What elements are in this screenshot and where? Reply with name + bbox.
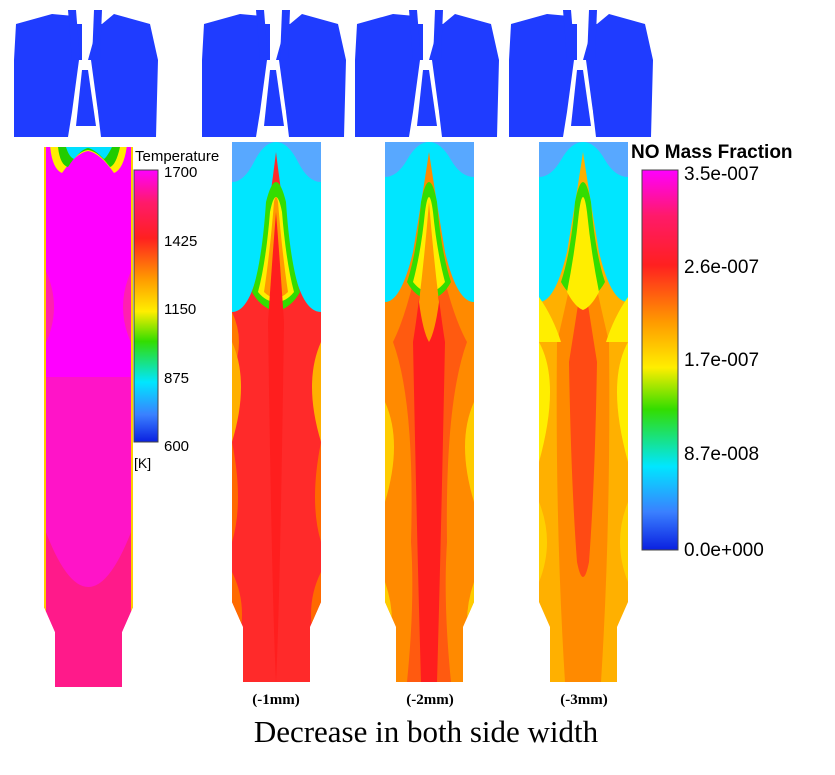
no-tick: 3.5e-007 xyxy=(684,164,759,185)
no-tick: 1.7e-007 xyxy=(684,350,759,371)
temperature-panel xyxy=(14,10,158,687)
temperature-colorbar xyxy=(133,169,159,443)
no-legend-title: NO Mass Fraction xyxy=(631,142,793,163)
no-tick: 0.0e+000 xyxy=(684,540,764,561)
no-panel-minus-3mm: (-3mm) xyxy=(509,10,653,708)
no-panel-minus-1mm: (-1mm) xyxy=(202,10,346,708)
temperature-tick: 1700 xyxy=(164,164,197,181)
no-tick: 8.7e-008 xyxy=(684,444,759,465)
figure-caption: Decrease in both side width xyxy=(254,714,599,749)
temperature-chamber xyxy=(44,147,133,687)
panel-label: (-1mm) xyxy=(252,692,299,708)
no-legend: NO Mass Fraction 3.5e-007 2.6e-007 1.7e-… xyxy=(631,142,793,561)
temperature-tick: 1150 xyxy=(164,301,196,318)
temperature-tick: 1425 xyxy=(164,233,197,250)
temperature-legend-title: Temperature xyxy=(135,148,219,165)
no-tick: 2.6e-007 xyxy=(684,257,759,278)
no-colorbar xyxy=(641,169,679,551)
panel-label: (-2mm) xyxy=(406,692,453,708)
temperature-tick: 600 xyxy=(164,438,189,455)
temperature-unit: [K] xyxy=(134,455,151,471)
no-panel-minus-2mm: (-2mm) xyxy=(355,10,499,708)
temperature-legend: Temperature 1700 1425 1150 875 600 [K] xyxy=(133,148,219,471)
temperature-tick: 875 xyxy=(164,370,189,387)
panel-label: (-3mm) xyxy=(560,692,607,708)
